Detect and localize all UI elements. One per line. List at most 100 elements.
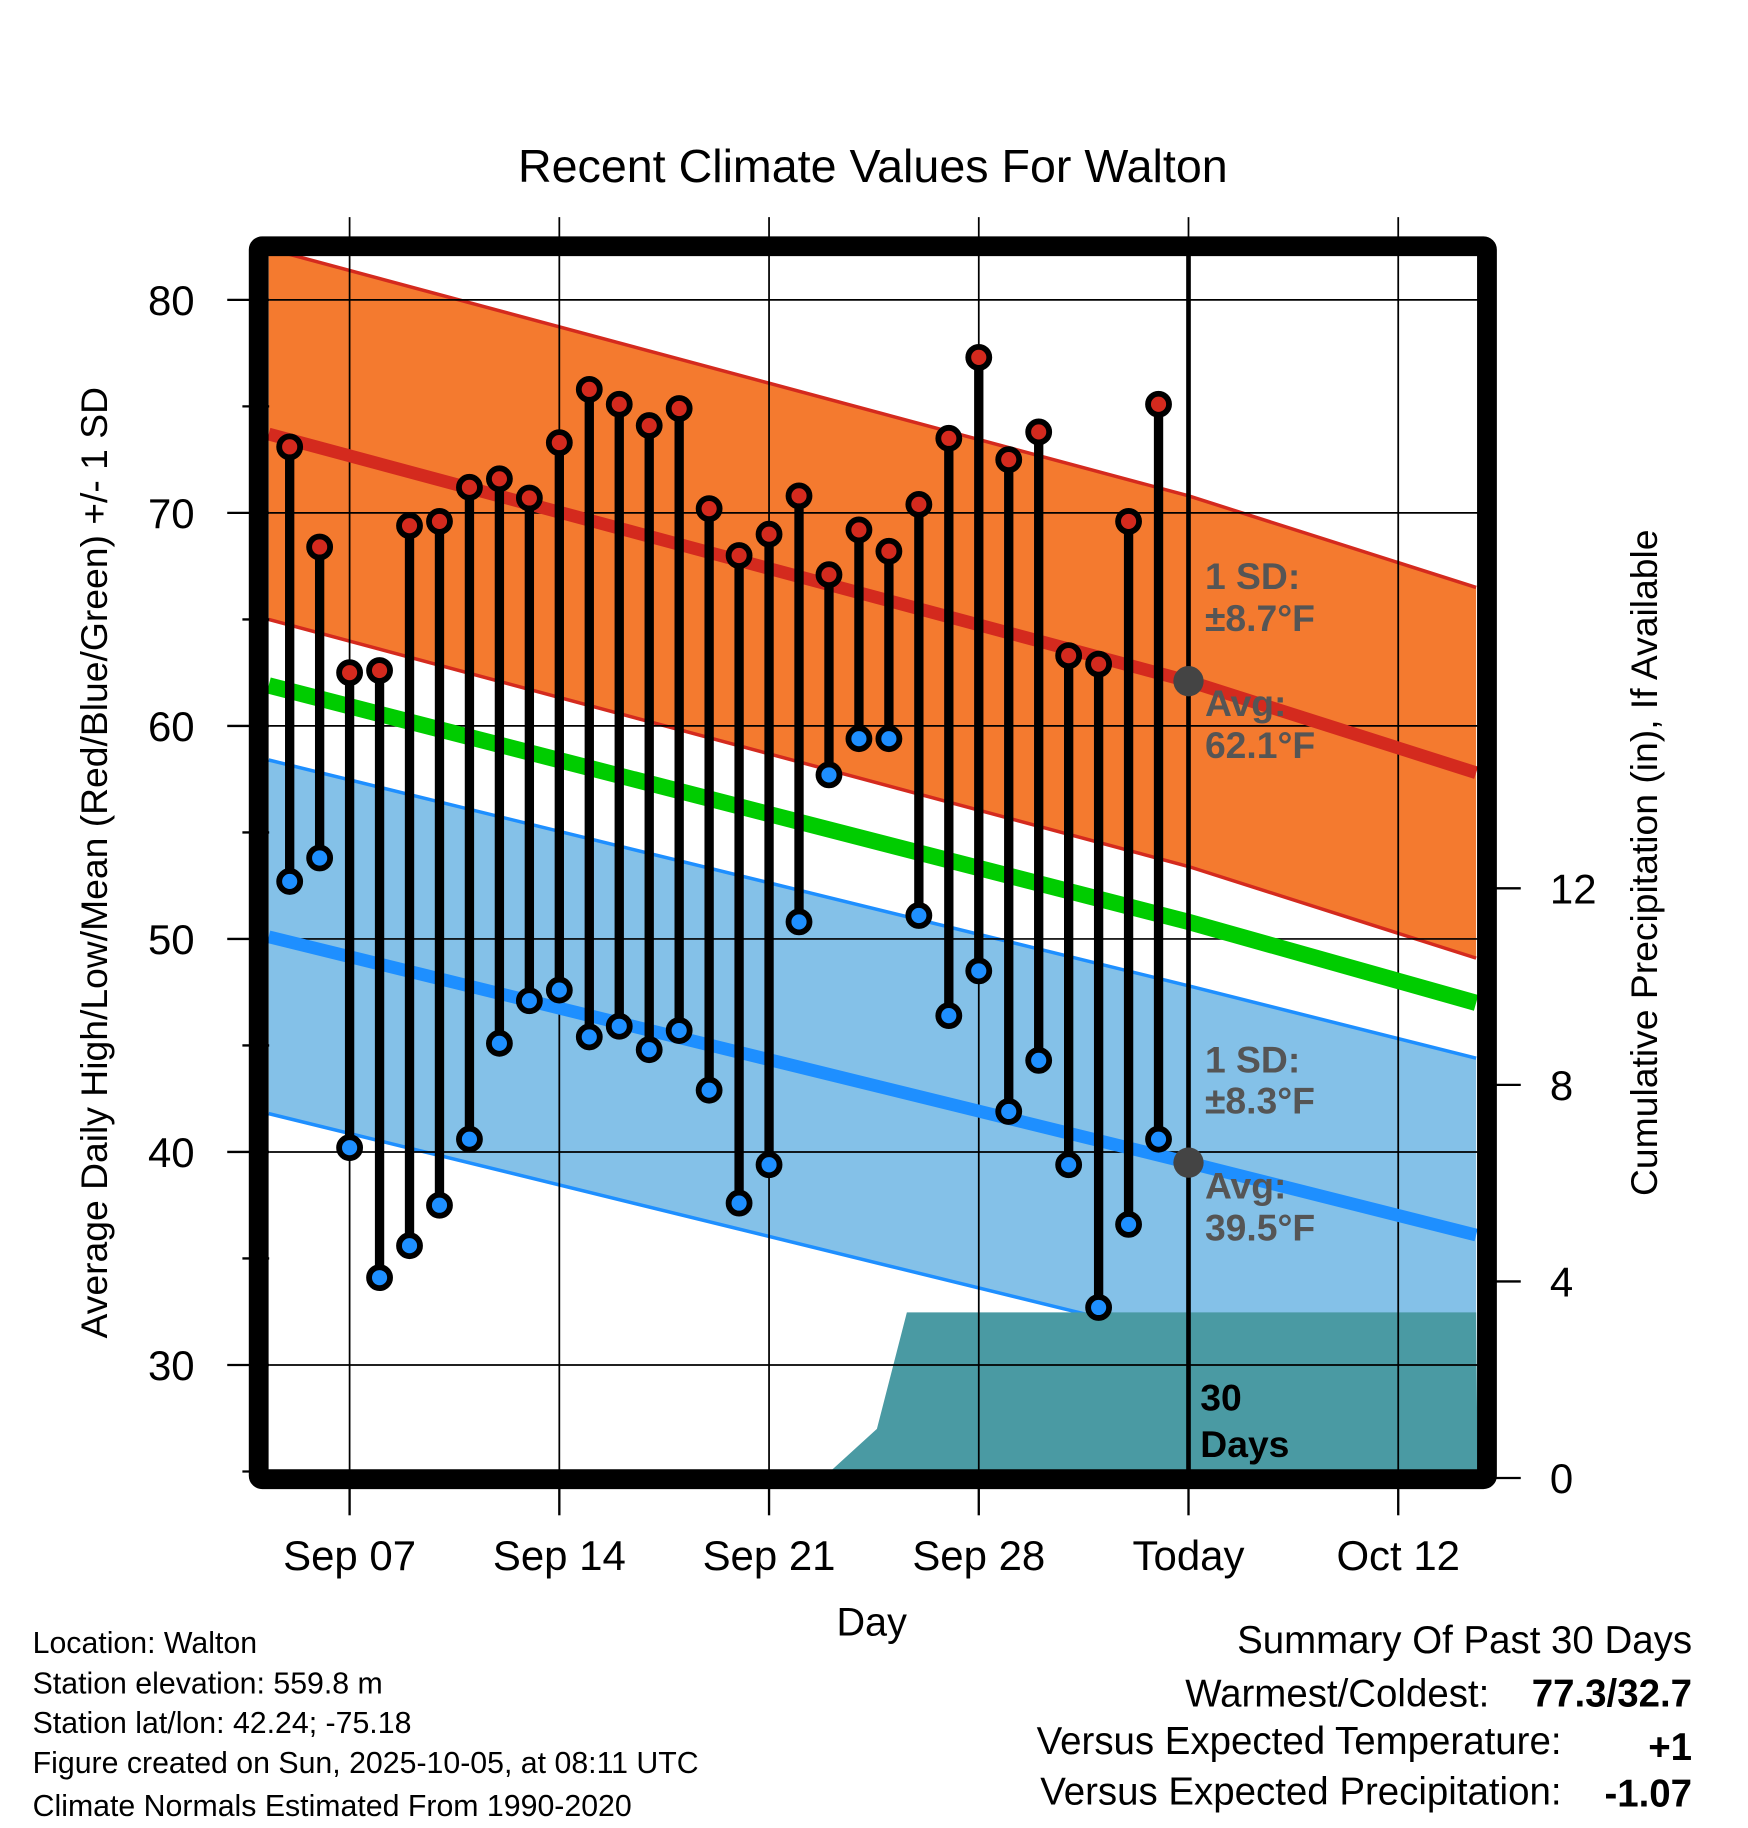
y-axis-label: Average Daily High/Low/Mean (Red/Blue/Gr… (73, 387, 115, 1338)
daily-low-point (1055, 1151, 1083, 1179)
x-tick-label: Sep 07 (283, 1532, 416, 1579)
daily-high-point (665, 395, 693, 422)
daily-low-point (366, 1264, 393, 1292)
daily-low-point (1085, 1294, 1113, 1321)
y-tick-label: 40 (148, 1129, 195, 1176)
daily-high-point (1145, 390, 1172, 418)
high-sd-band (268, 248, 1477, 959)
annotation-low-sd-1: 1 SD: (1205, 1038, 1300, 1080)
x-tick-label: Sep 14 (493, 1532, 626, 1579)
daily-high-point (635, 412, 663, 439)
daily-high-point (486, 465, 513, 493)
y2-tick-label: 12 (1550, 865, 1597, 912)
daily-high-point (1115, 508, 1142, 535)
today-low-avg-marker (1173, 1147, 1204, 1178)
daily-high-point (396, 512, 423, 540)
station-info: Location: Walton Station elevation: 559.… (33, 1627, 699, 1823)
daily-high-point (845, 516, 873, 544)
annotation-high-sd-2: ±8.7°F (1205, 597, 1315, 639)
daily-high-point (785, 482, 813, 510)
daily-low-point (515, 987, 543, 1015)
daily-low-point (905, 902, 933, 929)
annotation-high-avg-2: 62.1°F (1205, 724, 1315, 766)
daily-low-point (336, 1134, 364, 1162)
daily-low-point (1115, 1210, 1142, 1238)
summary-precip-label: Versus Expected Precipitation: (1040, 1770, 1561, 1813)
daily-low-point (1025, 1046, 1053, 1074)
daily-high-point (935, 424, 963, 452)
daily-high-point (695, 495, 723, 523)
daily-low-point (725, 1189, 753, 1217)
y-tick-label: 80 (148, 277, 195, 324)
chart-title: Recent Climate Values For Walton (518, 140, 1228, 192)
plot-frame (248, 236, 1497, 1490)
daily-high-point (336, 659, 364, 687)
daily-high-point (1055, 642, 1083, 670)
annotation-low-sd-2: ±8.3°F (1205, 1079, 1315, 1121)
daily-high-point (545, 429, 573, 456)
summary: Summary Of Past 30 Days Warmest/Coldest:… (1037, 1619, 1692, 1816)
daily-high-point (306, 533, 334, 561)
x-tick-label: Sep 21 (703, 1532, 836, 1579)
summary-warmest-label: Warmest/Coldest: (1185, 1672, 1489, 1715)
daily-low-point (965, 957, 993, 985)
daily-high-point (426, 508, 453, 535)
daily-low-point (426, 1191, 453, 1219)
daily-low-point (306, 844, 334, 872)
y2-tick-label: 8 (1550, 1062, 1573, 1109)
y-tick-label: 50 (148, 916, 195, 963)
daily-low-point (1145, 1125, 1172, 1153)
daily-low-point (815, 761, 843, 789)
y-tick-label: 30 (148, 1342, 195, 1389)
y2-tick-label: 4 (1550, 1259, 1573, 1306)
info-location: Location: Walton (33, 1627, 257, 1660)
daily-low-point (785, 908, 813, 936)
daily-high-point (815, 561, 843, 589)
daily-low-point (875, 725, 903, 753)
daily-high-point (995, 446, 1023, 474)
daily-low-point (456, 1125, 483, 1153)
daily-low-point (995, 1098, 1023, 1125)
daily-high-point (725, 542, 753, 569)
daily-high-point (1085, 650, 1113, 678)
daily-high-point (755, 520, 783, 548)
y2-tick-label: 0 (1550, 1455, 1573, 1502)
summary-warmest-value: 77.3/32.7 (1532, 1672, 1692, 1715)
summary-title: Summary Of Past 30 Days (1237, 1619, 1692, 1662)
daily-high-point (605, 390, 633, 418)
annotation-low-avg-2: 39.5°F (1205, 1206, 1315, 1248)
info-elevation: Station elevation: 559.8 m (33, 1668, 383, 1701)
daily-low-point (575, 1023, 603, 1051)
daily-low-point (845, 725, 873, 753)
daily-high-point (1025, 418, 1053, 446)
daily-low-point (545, 976, 573, 1004)
daily-low-point (486, 1029, 513, 1057)
x-tick-label: Oct 12 (1336, 1532, 1460, 1579)
y-tick-label: 70 (148, 490, 195, 537)
daily-high-point (575, 375, 603, 403)
daily-high-point (965, 343, 993, 371)
info-created: Figure created on Sun, 2025-10-05, at 08… (33, 1747, 699, 1780)
daily-low-point (935, 1002, 963, 1030)
daily-high-point (875, 537, 903, 565)
info-latlon: Station lat/lon: 42.24; -75.18 (33, 1707, 412, 1740)
annotation-high-sd-1: 1 SD: (1205, 555, 1300, 597)
daily-low-point (695, 1076, 723, 1104)
summary-temp-value: +1 (1648, 1726, 1692, 1769)
daily-low-point (396, 1232, 423, 1260)
x-tick-label: Today (1133, 1532, 1245, 1579)
annotation-window-2: Days (1200, 1423, 1289, 1465)
summary-precip-value: -1.07 (1604, 1773, 1692, 1816)
annotation-window-1: 30 (1200, 1376, 1241, 1418)
daily-high-point (515, 484, 543, 512)
annotation-high-avg-1: Avg: (1205, 682, 1286, 724)
y-tick-label: 60 (148, 703, 195, 750)
daily-low-point (665, 1017, 693, 1044)
annotation-low-avg-1: Avg: (1205, 1164, 1286, 1206)
today-high-avg-marker (1173, 666, 1204, 697)
daily-high-point (276, 433, 304, 461)
daily-low-point (635, 1036, 663, 1064)
summary-temp-label: Versus Expected Temperature: (1037, 1720, 1562, 1763)
